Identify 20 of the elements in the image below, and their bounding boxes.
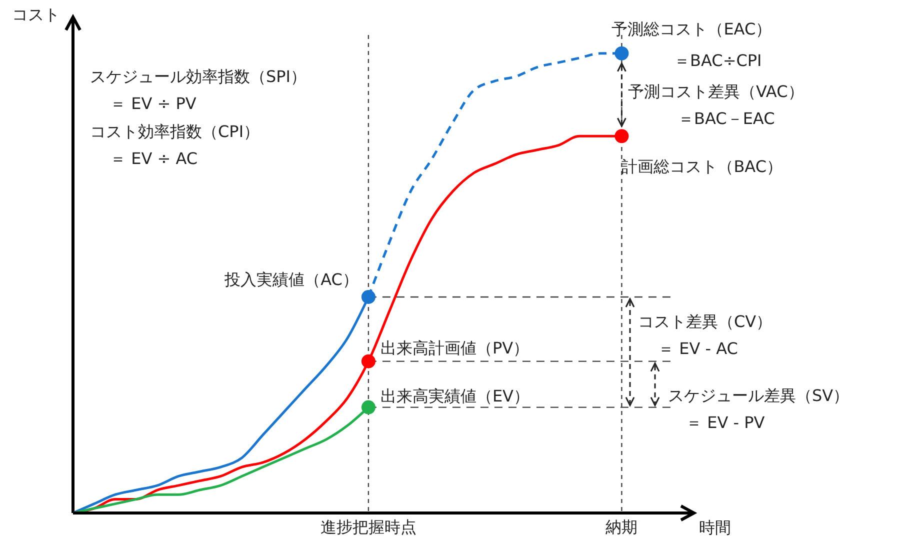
annotation: 投入実績値（AC） bbox=[224, 270, 358, 289]
annotation: 予測総コスト（EAC） bbox=[612, 19, 772, 38]
annotation: コスト効率指数（CPI） bbox=[90, 122, 260, 141]
text: ＝BAC÷CPI bbox=[674, 51, 762, 70]
annotation: 出来高計画値（PV） bbox=[380, 338, 530, 358]
text: スケジュール差異（SV） bbox=[668, 386, 850, 405]
text: ＝BAC－EAC bbox=[678, 109, 775, 128]
x-tick-label: 進捗把握時点 bbox=[320, 517, 416, 536]
annotation: 出来高実績値（EV） bbox=[380, 386, 530, 406]
x-tick-label: 納期 bbox=[606, 517, 638, 536]
annotation: 計画総コスト（BAC） bbox=[622, 157, 782, 176]
annotation: ＝ EV ÷ PV bbox=[110, 94, 196, 113]
annotation: 予測コスト差異（VAC） bbox=[628, 82, 804, 101]
y-axis-title: コスト bbox=[12, 5, 60, 24]
text: ＝ EV - AC bbox=[658, 339, 738, 358]
text: ＝ EV - PV bbox=[686, 413, 765, 432]
annotation: スケジュール効率指数（SPI） bbox=[90, 67, 307, 86]
text: コスト差異（CV） bbox=[638, 312, 772, 331]
x-axis-title: 時間 bbox=[699, 518, 731, 537]
annotation: ＝ EV ÷ AC bbox=[110, 149, 198, 168]
